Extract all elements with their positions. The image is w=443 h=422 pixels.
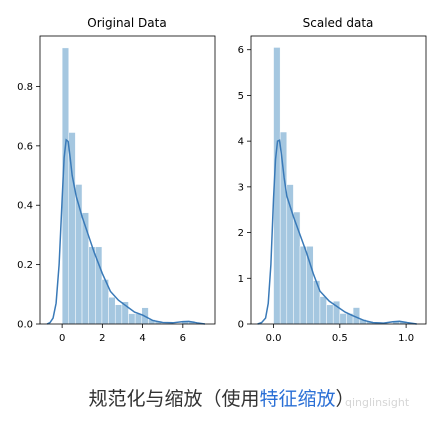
y-tick-label-0: 0.0: [17, 320, 33, 331]
y-tick-label-4: 0.8: [17, 82, 33, 93]
y-tick-label-5: 5: [238, 91, 244, 102]
y-ticks-scaled: 0 1 2 3 4 5 6: [238, 45, 251, 331]
x-tick-label-0: 0: [59, 333, 65, 344]
histogram-bars-original: [61, 47, 196, 325]
y-tick-label-1: 0.2: [17, 260, 33, 271]
histogram-bar-10: [128, 313, 136, 325]
y-tick-label-3: 3: [238, 182, 244, 193]
panel-scaled: Scaled data 0.0 0.5 1.0 0 1 2 3 4 5 6: [238, 16, 427, 344]
histogram-bar-3: [81, 212, 89, 325]
x-tick-label-0: 0.0: [266, 333, 282, 344]
y-tick-label-4: 4: [238, 137, 244, 148]
y-tick-label-2: 0.4: [17, 201, 33, 212]
y-ticks-original: 0.0 0.2 0.4 0.6 0.8: [17, 82, 40, 331]
caption-prefix: 规范化与缩放（使用: [88, 388, 260, 410]
plot-frame-scaled: [250, 35, 427, 325]
y-tick-label-2: 2: [238, 228, 244, 239]
y-tick-label-3: 0.6: [17, 141, 33, 152]
histogram-bar-4: [299, 246, 307, 325]
histogram-bar-1: [279, 131, 288, 325]
chart-title-scaled: Scaled data: [303, 16, 374, 30]
kde-curve-scaled: [257, 139, 417, 325]
panel-original: Original Data 0 2 4 6 0.0 0.2 0.4 0.6 0.8: [17, 16, 216, 344]
watermark: qinglinsight: [345, 396, 410, 409]
x-tick-label-1: 0.5: [332, 333, 348, 344]
caption-suffix: ）: [335, 388, 355, 410]
histogram-bar-8: [326, 304, 334, 325]
histogram-bar-10: [339, 313, 347, 325]
y-tick-label-6: 6: [238, 45, 244, 56]
histogram-bar-8: [114, 304, 123, 325]
histogram-bars-scaled: [273, 47, 407, 325]
x-ticks-original: 0 2 4 6: [59, 324, 186, 344]
histogram-bar-7: [319, 296, 327, 325]
y-tick-label-1: 1: [238, 274, 244, 285]
x-tick-label-2: 4: [139, 333, 145, 344]
caption: 规范化与缩放（使用特征缩放）: [0, 384, 443, 411]
y-tick-label-0: 0: [238, 320, 244, 331]
plot-frame-original: [39, 35, 216, 325]
histogram-bar-1: [68, 132, 76, 325]
x-ticks-scaled: 0.0 0.5 1.0: [266, 324, 414, 344]
x-tick-label-3: 6: [180, 333, 186, 344]
kde-curve-original: [46, 138, 206, 325]
chart-title-original: Original Data: [87, 16, 166, 30]
histogram-bar-3: [293, 211, 301, 325]
histogram-bar-4: [88, 246, 96, 325]
x-tick-label-2: 1.0: [398, 333, 414, 344]
histogram-bar-7: [108, 297, 116, 325]
caption-highlight: 特征缩放: [259, 388, 336, 410]
figure: Original Data 0 2 4 6 0.0 0.2 0.4 0.6 0.8 Scale…: [17, 16, 427, 344]
x-tick-label-1: 2: [99, 333, 105, 344]
